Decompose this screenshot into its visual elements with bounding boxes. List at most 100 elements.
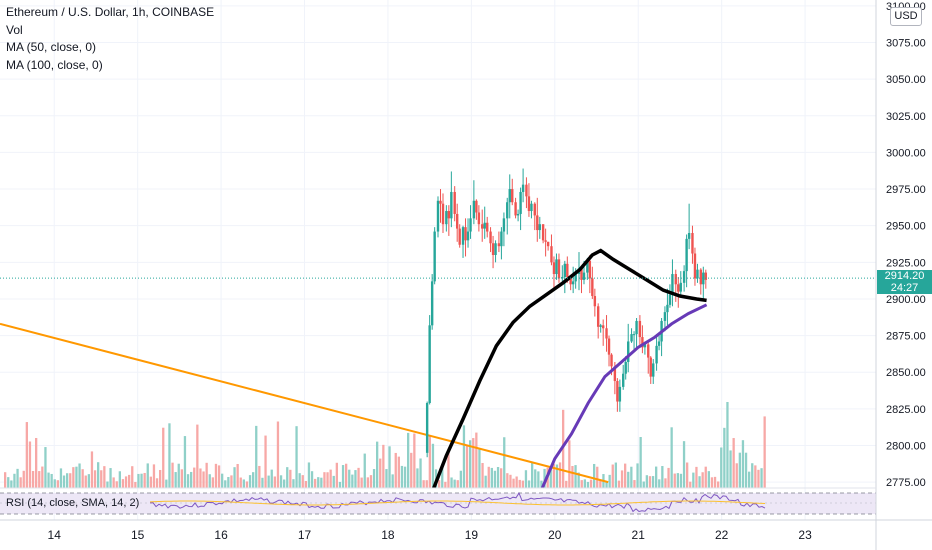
volume-bar	[558, 462, 562, 488]
legend-symbol[interactable]: Ethereum / U.S. Dollar, 1h, COINBASE	[6, 5, 215, 19]
volume-bar	[199, 468, 202, 488]
volume-bar	[345, 463, 348, 488]
candle-body	[472, 200, 476, 219]
volume-bar	[444, 481, 447, 488]
volume-bar	[651, 476, 655, 488]
volume-bar	[25, 422, 28, 488]
candle-body	[610, 354, 613, 367]
volume-bar	[686, 462, 689, 488]
candle-body	[538, 224, 541, 231]
volume-bar	[292, 479, 295, 488]
volume-bar	[571, 466, 574, 488]
volume-bar	[261, 477, 264, 488]
volume-bar	[348, 469, 351, 488]
time-tick-label: 15	[131, 528, 145, 542]
price-tick-label: 2925.00	[886, 257, 926, 269]
price-axis: 2775.00 2800.00 2825.00 2850.00 2875.00 2900.…	[886, 1, 926, 489]
volume-bar	[527, 480, 531, 488]
volume-bar	[236, 463, 239, 488]
volume-bar	[642, 481, 645, 488]
volume-bar	[10, 480, 13, 488]
volume-bar	[481, 463, 484, 488]
candle-body	[544, 240, 547, 242]
volume-bar	[35, 437, 38, 488]
volume-bar	[143, 472, 146, 488]
volume-bar	[202, 471, 205, 488]
legend-volume[interactable]: Vol	[6, 22, 23, 37]
volume-bar	[7, 477, 10, 488]
volume-bar	[754, 465, 757, 488]
volume-bar	[748, 471, 751, 488]
candlesticks	[425, 168, 708, 458]
candle-body	[599, 325, 602, 327]
volume-bar	[283, 479, 286, 488]
volume-bar	[509, 474, 512, 488]
time-tick-label: 20	[548, 528, 562, 542]
volume-bar	[128, 474, 131, 488]
currency-button[interactable]: USD	[890, 7, 922, 26]
volume-bar	[121, 479, 125, 488]
volume-bar	[518, 479, 521, 488]
volume-bar	[264, 435, 267, 488]
candle-body	[466, 231, 470, 241]
candle-body	[613, 366, 617, 382]
candle-body	[453, 191, 456, 214]
volume-bar	[323, 472, 326, 488]
volume-bar	[431, 443, 435, 488]
volume-bar	[589, 479, 593, 488]
volume-bar	[159, 469, 162, 488]
volume-bar	[307, 462, 311, 488]
volume-bar	[741, 440, 745, 488]
volume-bar	[540, 480, 543, 488]
candle-body	[691, 233, 694, 254]
volume-bar	[698, 476, 701, 488]
volume-bar	[524, 470, 528, 488]
volume-bar	[134, 481, 137, 488]
price-tick-label: 3025.00	[886, 111, 926, 123]
volume-bar	[537, 471, 540, 488]
volume-bar	[407, 432, 410, 488]
volume-bar	[360, 477, 363, 488]
volume-bar	[44, 447, 47, 488]
time-axis: 14 15 16 17 18 19 20 21 22 23	[48, 528, 813, 542]
volume-bar	[354, 470, 357, 488]
legend-ma100[interactable]: MA (100, close, 0)	[6, 57, 103, 72]
volume-bar	[332, 475, 335, 488]
volume-bar	[611, 464, 614, 488]
candle-body	[428, 325, 431, 404]
volume-bar	[252, 472, 255, 488]
volume-bar	[552, 463, 555, 488]
volume-bar	[704, 466, 707, 488]
volume-bar	[419, 458, 422, 488]
volume-bar	[670, 427, 673, 488]
rsi-legend[interactable]: RSI (14, close, SMA, 14, 2)	[6, 497, 140, 509]
volume-bar	[363, 453, 366, 488]
candle-body	[563, 263, 567, 277]
volume-bar	[459, 470, 462, 488]
candle-body	[433, 231, 436, 282]
volume-bar	[190, 471, 193, 488]
candle-body	[511, 189, 514, 203]
volume-bar	[593, 463, 596, 488]
volume-bar	[689, 481, 692, 488]
candle-body	[566, 263, 569, 277]
volume-bar	[59, 468, 63, 488]
volume-bar	[596, 466, 599, 488]
volume-bar	[31, 470, 35, 488]
legend-ma50[interactable]: MA (50, close, 0)	[6, 40, 97, 54]
volume-bar	[723, 427, 726, 488]
volume-bar	[633, 480, 636, 488]
candle-body	[682, 271, 686, 283]
bar-countdown: 24:27	[890, 282, 919, 295]
volume-bar	[760, 468, 763, 488]
volume-bar	[624, 463, 627, 488]
volume-bar	[165, 479, 168, 488]
volume-bar	[403, 466, 407, 488]
candle-body	[519, 191, 522, 214]
volume-bar	[679, 473, 683, 488]
candle-body	[657, 341, 661, 346]
volume-bar	[84, 475, 87, 488]
volume-bar	[28, 441, 32, 488]
volume-bar	[465, 445, 469, 488]
